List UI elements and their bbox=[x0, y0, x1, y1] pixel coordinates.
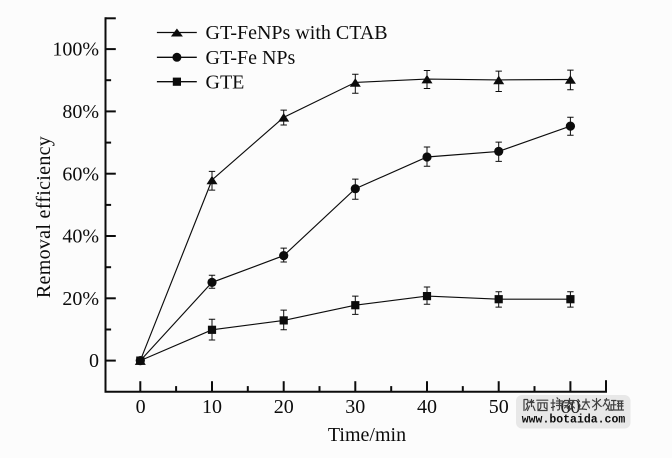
svg-text:60: 60 bbox=[560, 396, 580, 418]
svg-text:20: 20 bbox=[274, 396, 294, 418]
svg-text:www.botaida.com: www.botaida.com bbox=[522, 414, 626, 427]
svg-text:GTE: GTE bbox=[206, 71, 245, 93]
svg-text:30: 30 bbox=[345, 396, 365, 418]
svg-text:GT-Fe NPs: GT-Fe NPs bbox=[206, 47, 296, 69]
svg-text:80%: 80% bbox=[62, 101, 99, 123]
svg-text:GT-FeNPs with CTAB: GT-FeNPs with CTAB bbox=[206, 22, 388, 44]
svg-text:60%: 60% bbox=[62, 163, 99, 185]
svg-text:40%: 40% bbox=[62, 226, 99, 248]
svg-text:Removal efficiency: Removal efficiency bbox=[33, 136, 55, 298]
svg-text:50: 50 bbox=[489, 396, 509, 418]
svg-text:20%: 20% bbox=[62, 288, 99, 310]
svg-text:40: 40 bbox=[417, 396, 437, 418]
svg-text:0: 0 bbox=[136, 396, 146, 418]
svg-text:100%: 100% bbox=[52, 39, 99, 61]
svg-text:10: 10 bbox=[202, 396, 222, 418]
svg-text:0: 0 bbox=[89, 350, 99, 372]
svg-text:Time/min: Time/min bbox=[328, 424, 406, 446]
